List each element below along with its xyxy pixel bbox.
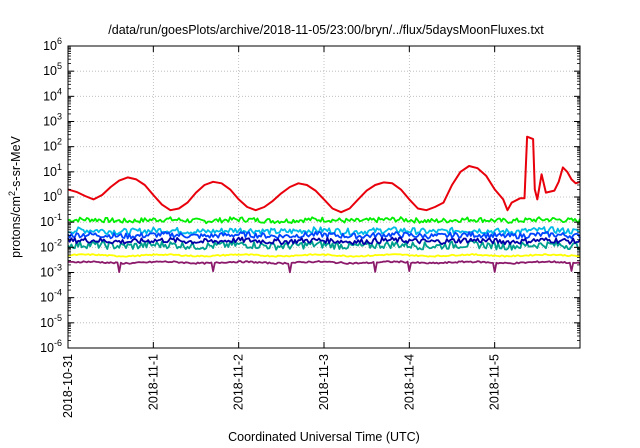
y-tick-label: 104 bbox=[43, 86, 62, 103]
series-line-4 bbox=[67, 231, 581, 240]
y-tick-label: 102 bbox=[43, 137, 62, 154]
y-axis-ticks: 10-6 10-5 10-4 10-3 10-2 10-1 100 101 102 103 104 1… bbox=[40, 36, 580, 355]
series-line-1 bbox=[67, 135, 581, 214]
x-tick-label: 2018-11-4 bbox=[402, 354, 416, 410]
x-tick-label: 2018-11-3 bbox=[317, 354, 331, 410]
x-tick-label: 2018-11-5 bbox=[488, 354, 502, 410]
y-tick-label: 10-5 bbox=[40, 313, 62, 330]
series-line-6 bbox=[67, 236, 581, 246]
y-tick-label: 105 bbox=[43, 61, 62, 78]
y-tick-label: 101 bbox=[43, 162, 62, 179]
series-line-8 bbox=[67, 260, 581, 274]
y-tick-label: 10-3 bbox=[40, 263, 62, 280]
grid-lines bbox=[68, 46, 580, 348]
series-lines bbox=[67, 135, 581, 274]
y-tick-label: 10-4 bbox=[40, 288, 62, 305]
series-line-2 bbox=[67, 216, 581, 225]
x-tick-label: 2018-11-2 bbox=[232, 354, 246, 410]
series-line-5 bbox=[67, 240, 581, 251]
x-axis-ticks: 2018-10-31 2018-11-1 2018-11-2 2018-11-3 201… bbox=[61, 46, 502, 418]
y-tick-label: 10-6 bbox=[40, 338, 62, 355]
y-axis-label: protons/cm2-s-sr-MeV bbox=[7, 135, 23, 257]
y-tick-label: 100 bbox=[43, 187, 62, 204]
y-tick-label: 106 bbox=[43, 36, 62, 53]
y-tick-label: 10-2 bbox=[40, 237, 62, 254]
x-tick-label: 2018-10-31 bbox=[61, 354, 75, 418]
y-tick-label: 10-1 bbox=[40, 212, 62, 229]
x-tick-label: 2018-11-1 bbox=[146, 354, 160, 410]
y-tick-label: 103 bbox=[43, 112, 62, 129]
series-line-7 bbox=[67, 253, 581, 258]
x-axis-label: Coordinated Universal Time (UTC) bbox=[228, 430, 420, 444]
series-line-3 bbox=[67, 226, 581, 236]
chart-title: /data/run/goesPlots/archive/2018-11-05/2… bbox=[108, 23, 544, 37]
